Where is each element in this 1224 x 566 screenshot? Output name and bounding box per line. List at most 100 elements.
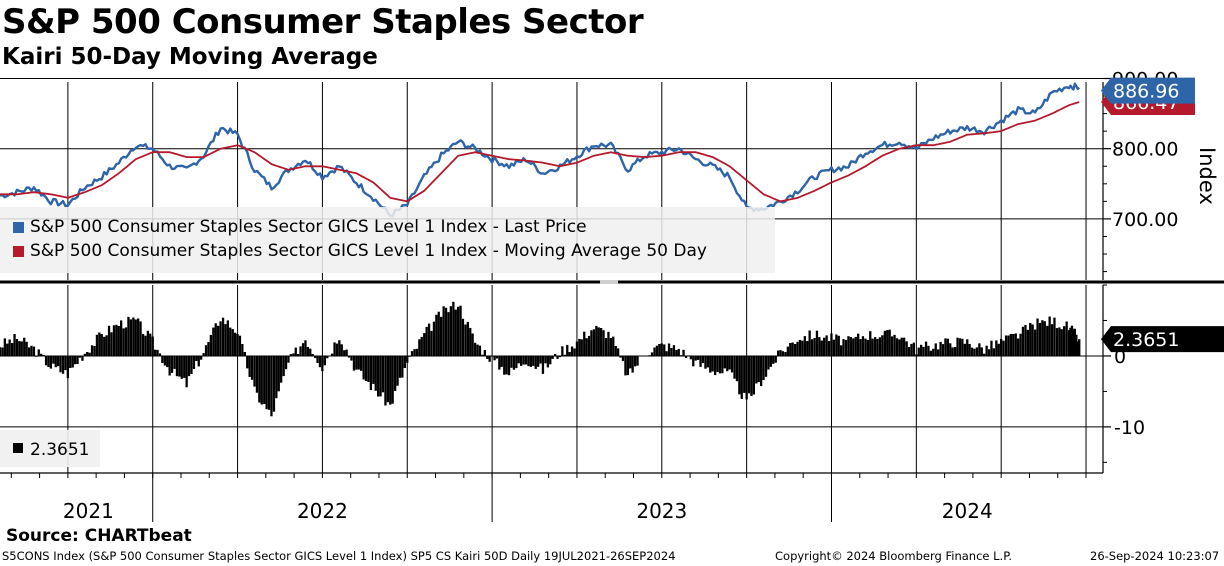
price-tick-label: 700.00 bbox=[1112, 209, 1178, 231]
kairi-bar bbox=[107, 325, 111, 356]
kairi-bar bbox=[318, 355, 322, 368]
chart-subtitle: Kairi 50-Day Moving Average bbox=[2, 44, 378, 70]
kairi-bar bbox=[578, 338, 581, 356]
kairi-bar bbox=[369, 355, 372, 391]
kairi-bar bbox=[774, 355, 777, 363]
kairi-bar bbox=[95, 334, 99, 356]
kairi-bar bbox=[52, 355, 55, 364]
kairi-bar bbox=[149, 333, 152, 356]
kairi-bar bbox=[762, 355, 765, 380]
kairi-bar bbox=[100, 334, 103, 356]
kairi-bar bbox=[675, 350, 678, 356]
kairi-bar bbox=[418, 339, 421, 356]
kairi-bar bbox=[728, 355, 731, 370]
kairi-bar bbox=[922, 346, 925, 356]
kairi-bar bbox=[881, 335, 884, 356]
kairi-bar bbox=[554, 354, 557, 356]
kairi-bar bbox=[1026, 329, 1029, 356]
kairi-bar bbox=[532, 355, 535, 366]
kairi-bar bbox=[1048, 316, 1051, 356]
kairi-bar bbox=[786, 346, 789, 356]
kairi-bar bbox=[284, 355, 288, 370]
kairi-bar bbox=[173, 355, 176, 369]
kairi-bar bbox=[209, 334, 212, 356]
kairi-bar bbox=[42, 354, 45, 356]
kairi-bar bbox=[677, 348, 680, 356]
kairi-tick-label: -10 bbox=[1114, 417, 1145, 439]
kairi-bar bbox=[0, 347, 2, 356]
kairi-bar bbox=[367, 355, 370, 382]
footer-timestamp: 26-Sep-2024 10:23:07 bbox=[1090, 549, 1220, 563]
kairi-bar bbox=[667, 343, 671, 356]
kairi-bar bbox=[13, 334, 16, 356]
kairi-bar bbox=[781, 351, 785, 356]
kairi-bar bbox=[347, 355, 351, 358]
kairi-bar bbox=[1012, 334, 1015, 356]
kairi-bar bbox=[874, 337, 877, 356]
kairi-bar bbox=[435, 314, 438, 356]
kairi-bar bbox=[81, 355, 84, 361]
kairi-bar bbox=[1046, 325, 1049, 356]
kairi-bar bbox=[1043, 321, 1046, 356]
kairi-bar bbox=[670, 348, 673, 356]
kairi-bar bbox=[944, 338, 947, 356]
kairi-bar bbox=[920, 344, 923, 356]
kairi-bar bbox=[1004, 335, 1008, 356]
legend-label: 2.3651 bbox=[30, 440, 89, 460]
kairi-bar bbox=[733, 355, 736, 379]
kairi-bar bbox=[23, 337, 26, 356]
kairi-bar bbox=[924, 341, 928, 356]
kairi-bar bbox=[110, 332, 113, 356]
kairi-bar bbox=[852, 338, 855, 356]
grid-layer bbox=[0, 77, 1224, 473]
kairi-bar bbox=[832, 339, 835, 356]
kairi-bar bbox=[452, 301, 455, 356]
kairi-bar bbox=[500, 355, 503, 367]
kairi-bar bbox=[992, 348, 995, 356]
kairi-bar bbox=[760, 355, 763, 387]
kairi-bar bbox=[74, 355, 77, 365]
kairi-bar bbox=[217, 325, 220, 356]
kairi-bar bbox=[951, 347, 954, 356]
kairi-bar bbox=[590, 330, 593, 356]
kairi-bar bbox=[297, 354, 300, 356]
kairi-bar bbox=[466, 321, 469, 356]
kairi-bar bbox=[122, 328, 125, 356]
kairi-bar bbox=[612, 336, 615, 356]
kairi-bar bbox=[995, 340, 998, 356]
kairi-bar bbox=[187, 355, 191, 377]
kairi-bar bbox=[175, 355, 179, 377]
kairi-bar bbox=[398, 355, 402, 378]
kairi-bar bbox=[360, 355, 363, 371]
price-last-value-bg bbox=[1101, 77, 1195, 104]
kairi-bar bbox=[806, 341, 809, 356]
kairi-bar bbox=[621, 355, 625, 361]
kairi-bar bbox=[11, 343, 14, 356]
kairi-bar bbox=[54, 355, 57, 368]
kairi-bar bbox=[59, 355, 62, 373]
source-label: Source: CHARTbeat bbox=[6, 526, 192, 546]
kairi-bar bbox=[265, 355, 268, 410]
kairi-bar bbox=[784, 352, 787, 356]
kairi-bar bbox=[401, 355, 404, 378]
kairi-bar bbox=[735, 355, 739, 382]
kairi-bar bbox=[461, 318, 465, 356]
kairi-bar bbox=[6, 343, 9, 356]
kairi-bar bbox=[818, 337, 821, 356]
kairi-bar bbox=[447, 312, 450, 356]
kairi-bar bbox=[650, 352, 654, 356]
kairi-bar bbox=[64, 355, 67, 371]
kairi-bar bbox=[236, 334, 239, 356]
kairi-bar bbox=[859, 339, 862, 356]
price-axis-label: Index bbox=[1195, 147, 1219, 205]
kairi-bar bbox=[27, 347, 31, 356]
year-label: 2024 bbox=[942, 499, 993, 523]
kairi-bar bbox=[871, 338, 874, 356]
kairi-bar bbox=[105, 335, 108, 356]
kairi-bar bbox=[413, 349, 416, 356]
kairi-bar bbox=[294, 347, 297, 356]
kairi-bar bbox=[200, 355, 203, 360]
series-moving-average bbox=[0, 101, 1080, 203]
kairi-bar bbox=[709, 355, 712, 373]
